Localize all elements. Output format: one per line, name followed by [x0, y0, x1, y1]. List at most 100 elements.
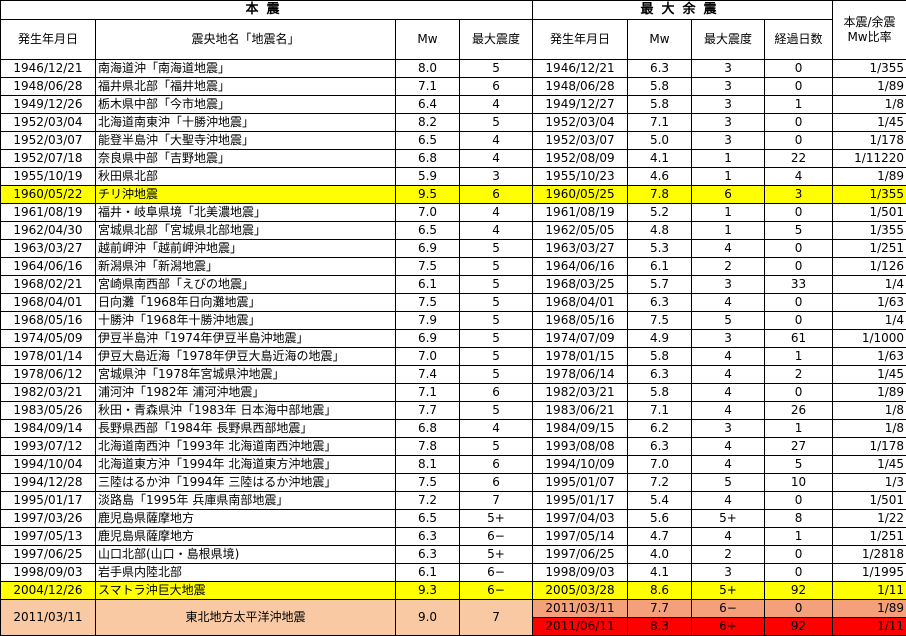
cell-epicenter: 山口北部(山口・島根県境): [96, 546, 396, 564]
cell-after-mw: 5.4: [628, 492, 692, 510]
cell-main-date: 1997/06/25: [1, 546, 96, 564]
cell-main-date: 1968/04/01: [1, 294, 96, 312]
cell-main-mw: 6.4: [396, 96, 460, 114]
cell-after-mw: 7.0: [628, 456, 692, 474]
cell-after-intensity: 5+: [692, 582, 765, 600]
cell-epicenter: 越前岬沖「越前岬沖地震」: [96, 240, 396, 258]
cell-main-intensity: 5: [460, 330, 533, 348]
header-elapsed-days: 経過日数: [765, 20, 833, 60]
cell-elapsed-days: 61: [765, 330, 833, 348]
cell-ratio: 1/178: [833, 438, 906, 456]
cell-main-date: 1952/07/18: [1, 150, 96, 168]
cell-epicenter: 伊豆大島近海「1978年伊豆大島近海の地震」: [96, 348, 396, 366]
cell-after-intensity: 1: [692, 150, 765, 168]
cell-after-mw: 5.8: [628, 384, 692, 402]
header-main-date: 発生年月日: [1, 20, 96, 60]
cell-main-mw: 5.9: [396, 168, 460, 186]
cell-after-date: 1997/06/25: [533, 546, 628, 564]
cell-main-intensity: 5: [460, 366, 533, 384]
cell-after-date: 1997/04/03: [533, 510, 628, 528]
cell-main-date: 1983/05/26: [1, 402, 96, 420]
cell-ratio: 1/251: [833, 240, 906, 258]
cell-epicenter: 長野県西部「1984年 長野県西部地震」: [96, 420, 396, 438]
cell-ratio: 1/251: [833, 528, 906, 546]
cell-main-mw: 8.0: [396, 60, 460, 78]
cell-after-intensity: 2: [692, 258, 765, 276]
cell-elapsed-days: 0: [765, 600, 833, 618]
cell-main-mw: 7.1: [396, 78, 460, 96]
cell-elapsed-days: 33: [765, 276, 833, 294]
cell-elapsed-days: 1: [765, 420, 833, 438]
cell-main-intensity: 5: [460, 258, 533, 276]
cell-after-date: 1998/09/03: [533, 564, 628, 582]
cell-after-date: 1952/03/04: [533, 114, 628, 132]
cell-after-date: 1978/06/14: [533, 366, 628, 384]
cell-main-intensity: 6−: [460, 528, 533, 546]
cell-after-mw: 5.0: [628, 132, 692, 150]
cell-main-mw: 7.2: [396, 492, 460, 510]
cell-epicenter: 鹿児島県薩摩地方: [96, 510, 396, 528]
cell-ratio: 1/8: [833, 420, 906, 438]
cell-after-date: 1961/08/19: [533, 204, 628, 222]
cell-epicenter: 福井県北部「福井地震」: [96, 78, 396, 96]
cell-ratio: 1/45: [833, 114, 906, 132]
ratio-header-line2: Mw比率: [847, 30, 891, 44]
cell-after-date: 1964/06/16: [533, 258, 628, 276]
cell-main-mw: 9.5: [396, 186, 460, 204]
cell-elapsed-days: 5: [765, 222, 833, 240]
cell-after-intensity: 3: [692, 276, 765, 294]
cell-after-date: 1984/09/15: [533, 420, 628, 438]
cell-ratio: 1/11: [833, 618, 906, 636]
cell-epicenter: 宮崎県南西部「えびの地震」: [96, 276, 396, 294]
cell-main-intensity: 6−: [460, 582, 533, 600]
cell-elapsed-days: 0: [765, 258, 833, 276]
cell-after-date: 1983/06/21: [533, 402, 628, 420]
cell-after-date: 1982/03/21: [533, 384, 628, 402]
cell-after-intensity: 3: [692, 78, 765, 96]
cell-ratio: 1/355: [833, 186, 906, 204]
cell-after-date: 2011/03/11: [533, 600, 628, 618]
cell-after-date: 1994/10/09: [533, 456, 628, 474]
cell-main-mw: 7.0: [396, 348, 460, 366]
cell-after-mw: 7.5: [628, 312, 692, 330]
cell-after-mw: 6.1: [628, 258, 692, 276]
cell-elapsed-days: 0: [765, 564, 833, 582]
cell-after-intensity: 4: [692, 240, 765, 258]
cell-after-mw: 7.1: [628, 114, 692, 132]
cell-after-intensity: 5: [692, 474, 765, 492]
cell-main-date: 1984/09/14: [1, 420, 96, 438]
cell-ratio: 1/8: [833, 96, 906, 114]
cell-ratio: 1/63: [833, 348, 906, 366]
cell-after-intensity: 1: [692, 204, 765, 222]
cell-after-intensity: 5+: [692, 510, 765, 528]
cell-epicenter: 十勝沖「1968年十勝沖地震」: [96, 312, 396, 330]
group-header-row: 本震 最大余震 本震/余震 Mw比率: [1, 1, 906, 20]
cell-after-intensity: 4: [692, 366, 765, 384]
cell-main-date: 1997/03/26: [1, 510, 96, 528]
cell-epicenter: 北海道南西沖「1993年 北海道南西沖地震」: [96, 438, 396, 456]
cell-after-date: 1949/12/27: [533, 96, 628, 114]
cell-after-intensity: 3: [692, 114, 765, 132]
cell-epicenter: 宮城県北部「宮城県北部地震」: [96, 222, 396, 240]
cell-main-intensity: 5: [460, 276, 533, 294]
cell-ratio: 1/355: [833, 60, 906, 78]
cell-main-mw: 6.5: [396, 132, 460, 150]
cell-after-intensity: 4: [692, 384, 765, 402]
cell-main-intensity: 5+: [460, 510, 533, 528]
cell-after-mw: 5.8: [628, 348, 692, 366]
cell-main-intensity: 6: [460, 78, 533, 96]
cell-after-mw: 7.2: [628, 474, 692, 492]
cell-main-date: 1949/12/26: [1, 96, 96, 114]
cell-main-intensity: 6: [460, 474, 533, 492]
cell-epicenter: 宮城県沖「1978年宮城県沖地震」: [96, 366, 396, 384]
cell-after-date: 1948/06/28: [533, 78, 628, 96]
cell-after-date: 1960/05/25: [533, 186, 628, 204]
cell-main-date: 1994/10/04: [1, 456, 96, 474]
